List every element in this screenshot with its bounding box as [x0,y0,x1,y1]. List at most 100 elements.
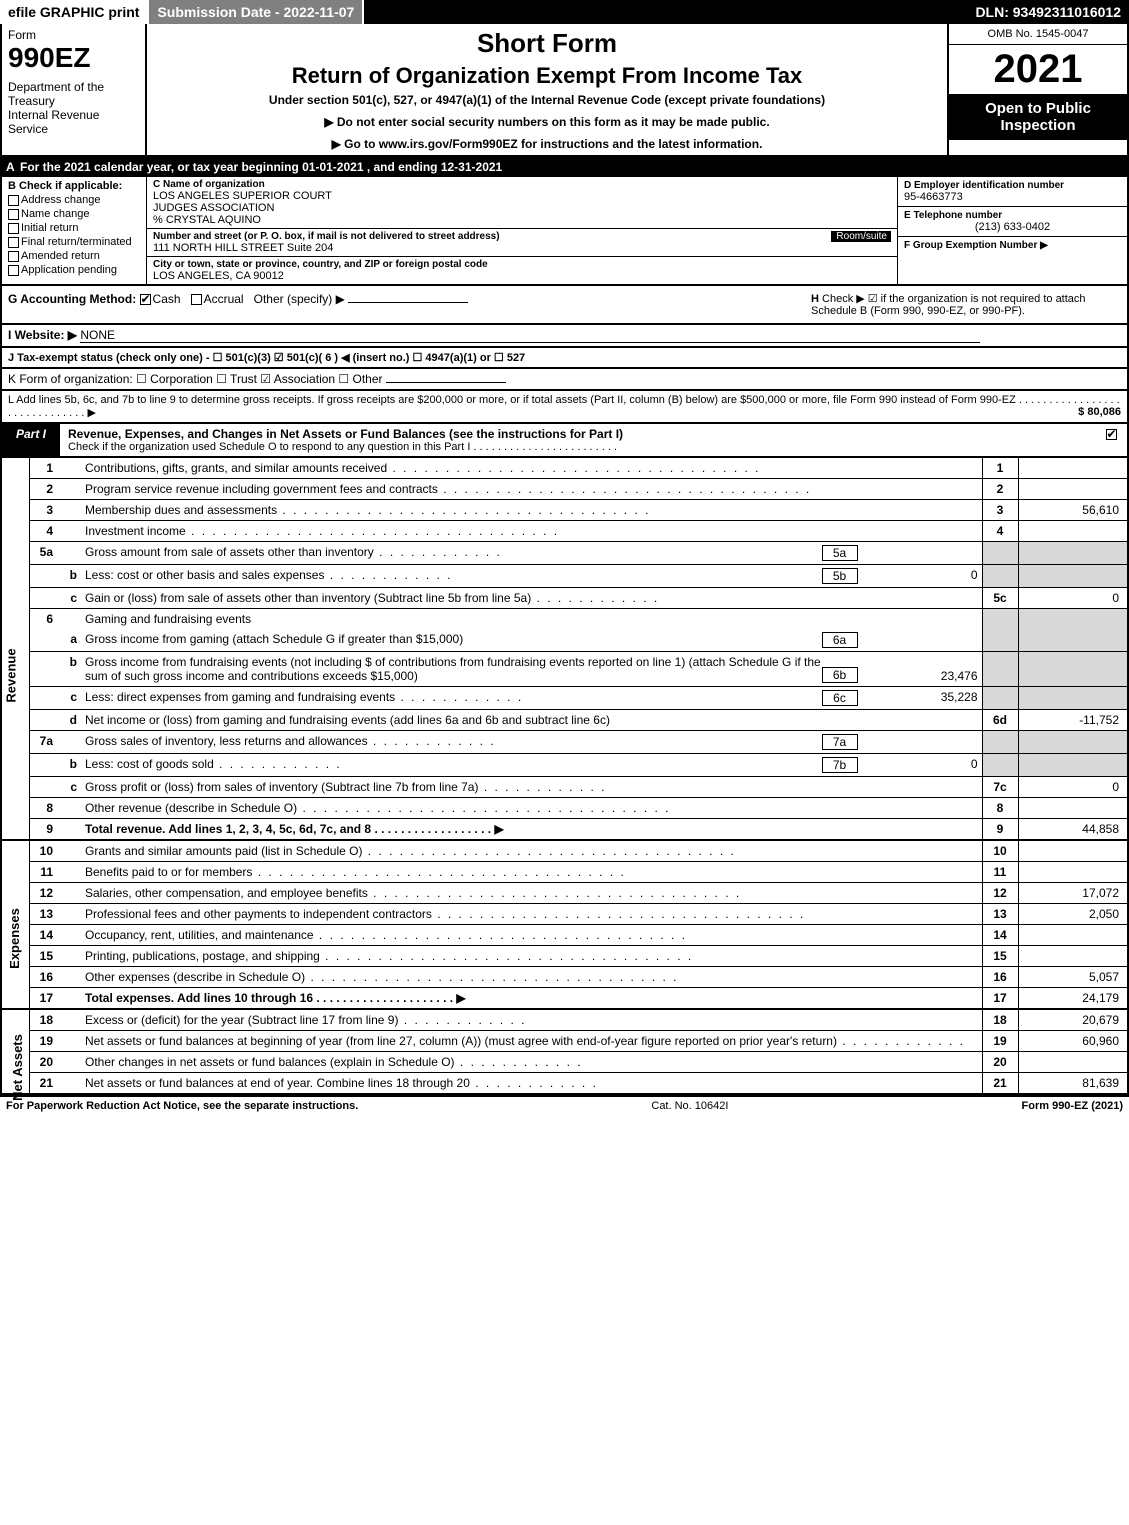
g-other-input[interactable] [348,302,468,303]
part-i-scho-check[interactable] [1097,424,1127,456]
col-c: C Name of organization LOS ANGELES SUPER… [147,177,897,284]
efile-label[interactable]: efile GRAPHIC print [0,0,149,24]
chk-accrual[interactable] [191,294,202,305]
line-6d: d Net income or (loss) from gaming and f… [1,710,1128,731]
row-gh: G Accounting Method: Cash Accrual Other … [0,286,1129,325]
row-i: I Website: ▶ NONE [0,325,1129,348]
side-expenses: Expenses [1,840,29,1009]
line-5a: 5a Gross amount from sale of assets othe… [1,542,1128,565]
b-head: Check if applicable: [19,180,122,192]
line-12: 12 Salaries, other compensation, and emp… [1,883,1128,904]
h-check: H Check ▶ ☑ if the organization is not r… [811,292,1121,317]
chk-amended[interactable]: Amended return [8,250,140,262]
line-11: 11 Benefits paid to or for members 11 [1,862,1128,883]
lines-table: Revenue 1 Contributions, gifts, grants, … [0,458,1129,1095]
chk-application-pending[interactable]: Application pending [8,264,140,276]
chk-address-change[interactable]: Address change [8,194,140,206]
department: Department of the Treasury Internal Reve… [8,80,139,136]
ein: 95-4663773 [904,191,1121,203]
line-6: 6 Gaming and fundraising events [1,609,1128,630]
page-footer: For Paperwork Reduction Act Notice, see … [0,1095,1129,1115]
c-city-head: City or town, state or province, country… [153,259,891,270]
line-21: 21 Net assets or fund balances at end of… [1,1073,1128,1095]
telephone: (213) 633-0402 [904,221,1121,233]
line-8: 8 Other revenue (describe in Schedule O)… [1,798,1128,819]
g-label: G Accounting Method: [8,292,136,306]
line-a-text: For the 2021 calendar year, or tax year … [20,160,502,174]
col-def: D Employer identification number 95-4663… [897,177,1127,284]
line-16: 16 Other expenses (describe in Schedule … [1,967,1128,988]
h-text: Check ▶ ☑ if the organization is not req… [811,293,1086,317]
c-city-row: City or town, state or province, country… [147,257,897,284]
line-6b: b Gross income from fundraising events (… [1,652,1128,687]
line-15: 15 Printing, publications, postage, and … [1,946,1128,967]
submission-date: Submission Date - 2022-11-07 [149,0,364,24]
line-9: 9 Total revenue. Add lines 1, 2, 3, 4, 5… [1,819,1128,841]
org-name: LOS ANGELES SUPERIOR COURT JUDGES ASSOCI… [153,190,891,226]
tax-year: 2021 [949,45,1127,94]
chk-final-return[interactable]: Final return/terminated [8,236,140,248]
line-13: 13 Professional fees and other payments … [1,904,1128,925]
room-suite-label: Room/suite [831,231,891,242]
line-7a: 7a Gross sales of inventory, less return… [1,731,1128,754]
c-addr-head: Number and street (or P. O. box, if mail… [153,231,831,242]
g-other: Other (specify) ▶ [254,292,345,306]
line-a: AFor the 2021 calendar year, or tax year… [0,157,1129,177]
dln-label: DLN: 93492311016012 [967,0,1129,24]
d-ein-head: D Employer identification number [904,180,1121,191]
row-l: L Add lines 5b, 6c, and 7b to line 9 to … [0,391,1129,424]
k-other-input[interactable] [386,382,506,383]
org-city: LOS ANGELES, CA 90012 [153,270,891,282]
f-group-head: F Group Exemption Number ▶ [904,240,1121,251]
footer-form: Form 990-EZ (2021) [1022,1100,1123,1112]
chk-initial-return[interactable]: Initial return [8,222,140,234]
k-text: K Form of organization: ☐ Corporation ☐ … [8,372,383,386]
footer-catno: Cat. No. 10642I [358,1100,1021,1112]
line-6a: a Gross income from gaming (attach Sched… [1,629,1128,652]
header-center: Short Form Return of Organization Exempt… [147,24,947,155]
line-17: 17 Total expenses. Add lines 10 through … [1,988,1128,1010]
c-name-row: C Name of organization LOS ANGELES SUPER… [147,177,897,229]
form-word: Form [8,28,139,42]
line-6c: c Less: direct expenses from gaming and … [1,687,1128,710]
c-addr-row: Number and street (or P. O. box, if mail… [147,229,897,257]
row-j: J Tax-exempt status (check only one) - ☐… [0,348,1129,369]
top-bar: efile GRAPHIC print Submission Date - 20… [0,0,1129,24]
arrow-note-2[interactable]: ▶ Go to www.irs.gov/Form990EZ for instru… [157,137,937,151]
arrow-note-1: ▶ Do not enter social security numbers o… [157,115,937,129]
line-7b: b Less: cost of goods sold 7b 0 [1,754,1128,777]
line-18: Net Assets 18 Excess or (deficit) for th… [1,1009,1128,1031]
line-4: 4 Investment income 4 [1,521,1128,542]
footer-left: For Paperwork Reduction Act Notice, see … [6,1100,358,1112]
l-amount: $ 80,086 [1078,406,1121,418]
section-bcdef: B Check if applicable: Address change Na… [0,177,1129,286]
side-net-assets: Net Assets [1,1009,29,1094]
part-i-header: Part I Revenue, Expenses, and Changes in… [0,424,1129,458]
part-i-title: Revenue, Expenses, and Changes in Net As… [60,424,1097,456]
form-number: 990EZ [8,42,139,74]
chk-cash[interactable] [140,294,151,305]
line-19: 19 Net assets or fund balances at beginn… [1,1031,1128,1052]
line-10: Expenses 10 Grants and similar amounts p… [1,840,1128,862]
g-accounting: G Accounting Method: Cash Accrual Other … [8,292,811,317]
line-1: Revenue 1 Contributions, gifts, grants, … [1,458,1128,479]
chk-name-change[interactable]: Name change [8,208,140,220]
line-2: 2 Program service revenue including gove… [1,479,1128,500]
short-form-title: Short Form [157,28,937,59]
return-title: Return of Organization Exempt From Incom… [157,63,937,89]
line-20: 20 Other changes in net assets or fund b… [1,1052,1128,1073]
i-label: I Website: ▶ [8,328,77,342]
col-b: B Check if applicable: Address change Na… [2,177,147,284]
side-revenue: Revenue [1,458,29,840]
j-text: J Tax-exempt status (check only one) - ☐… [8,352,525,364]
c-name-head: C Name of organization [153,179,891,190]
header-left: Form 990EZ Department of the Treasury In… [2,24,147,155]
line-3: 3 Membership dues and assessments 356,61… [1,500,1128,521]
header-right: OMB No. 1545-0047 2021 Open to Public In… [947,24,1127,155]
line-14: 14 Occupancy, rent, utilities, and maint… [1,925,1128,946]
part-i-sub: Check if the organization used Schedule … [68,441,1089,453]
org-address: 111 NORTH HILL STREET Suite 204 [153,242,831,254]
form-header: Form 990EZ Department of the Treasury In… [0,24,1129,157]
website-value: NONE [80,328,980,343]
open-to-public: Open to Public Inspection [949,94,1127,140]
